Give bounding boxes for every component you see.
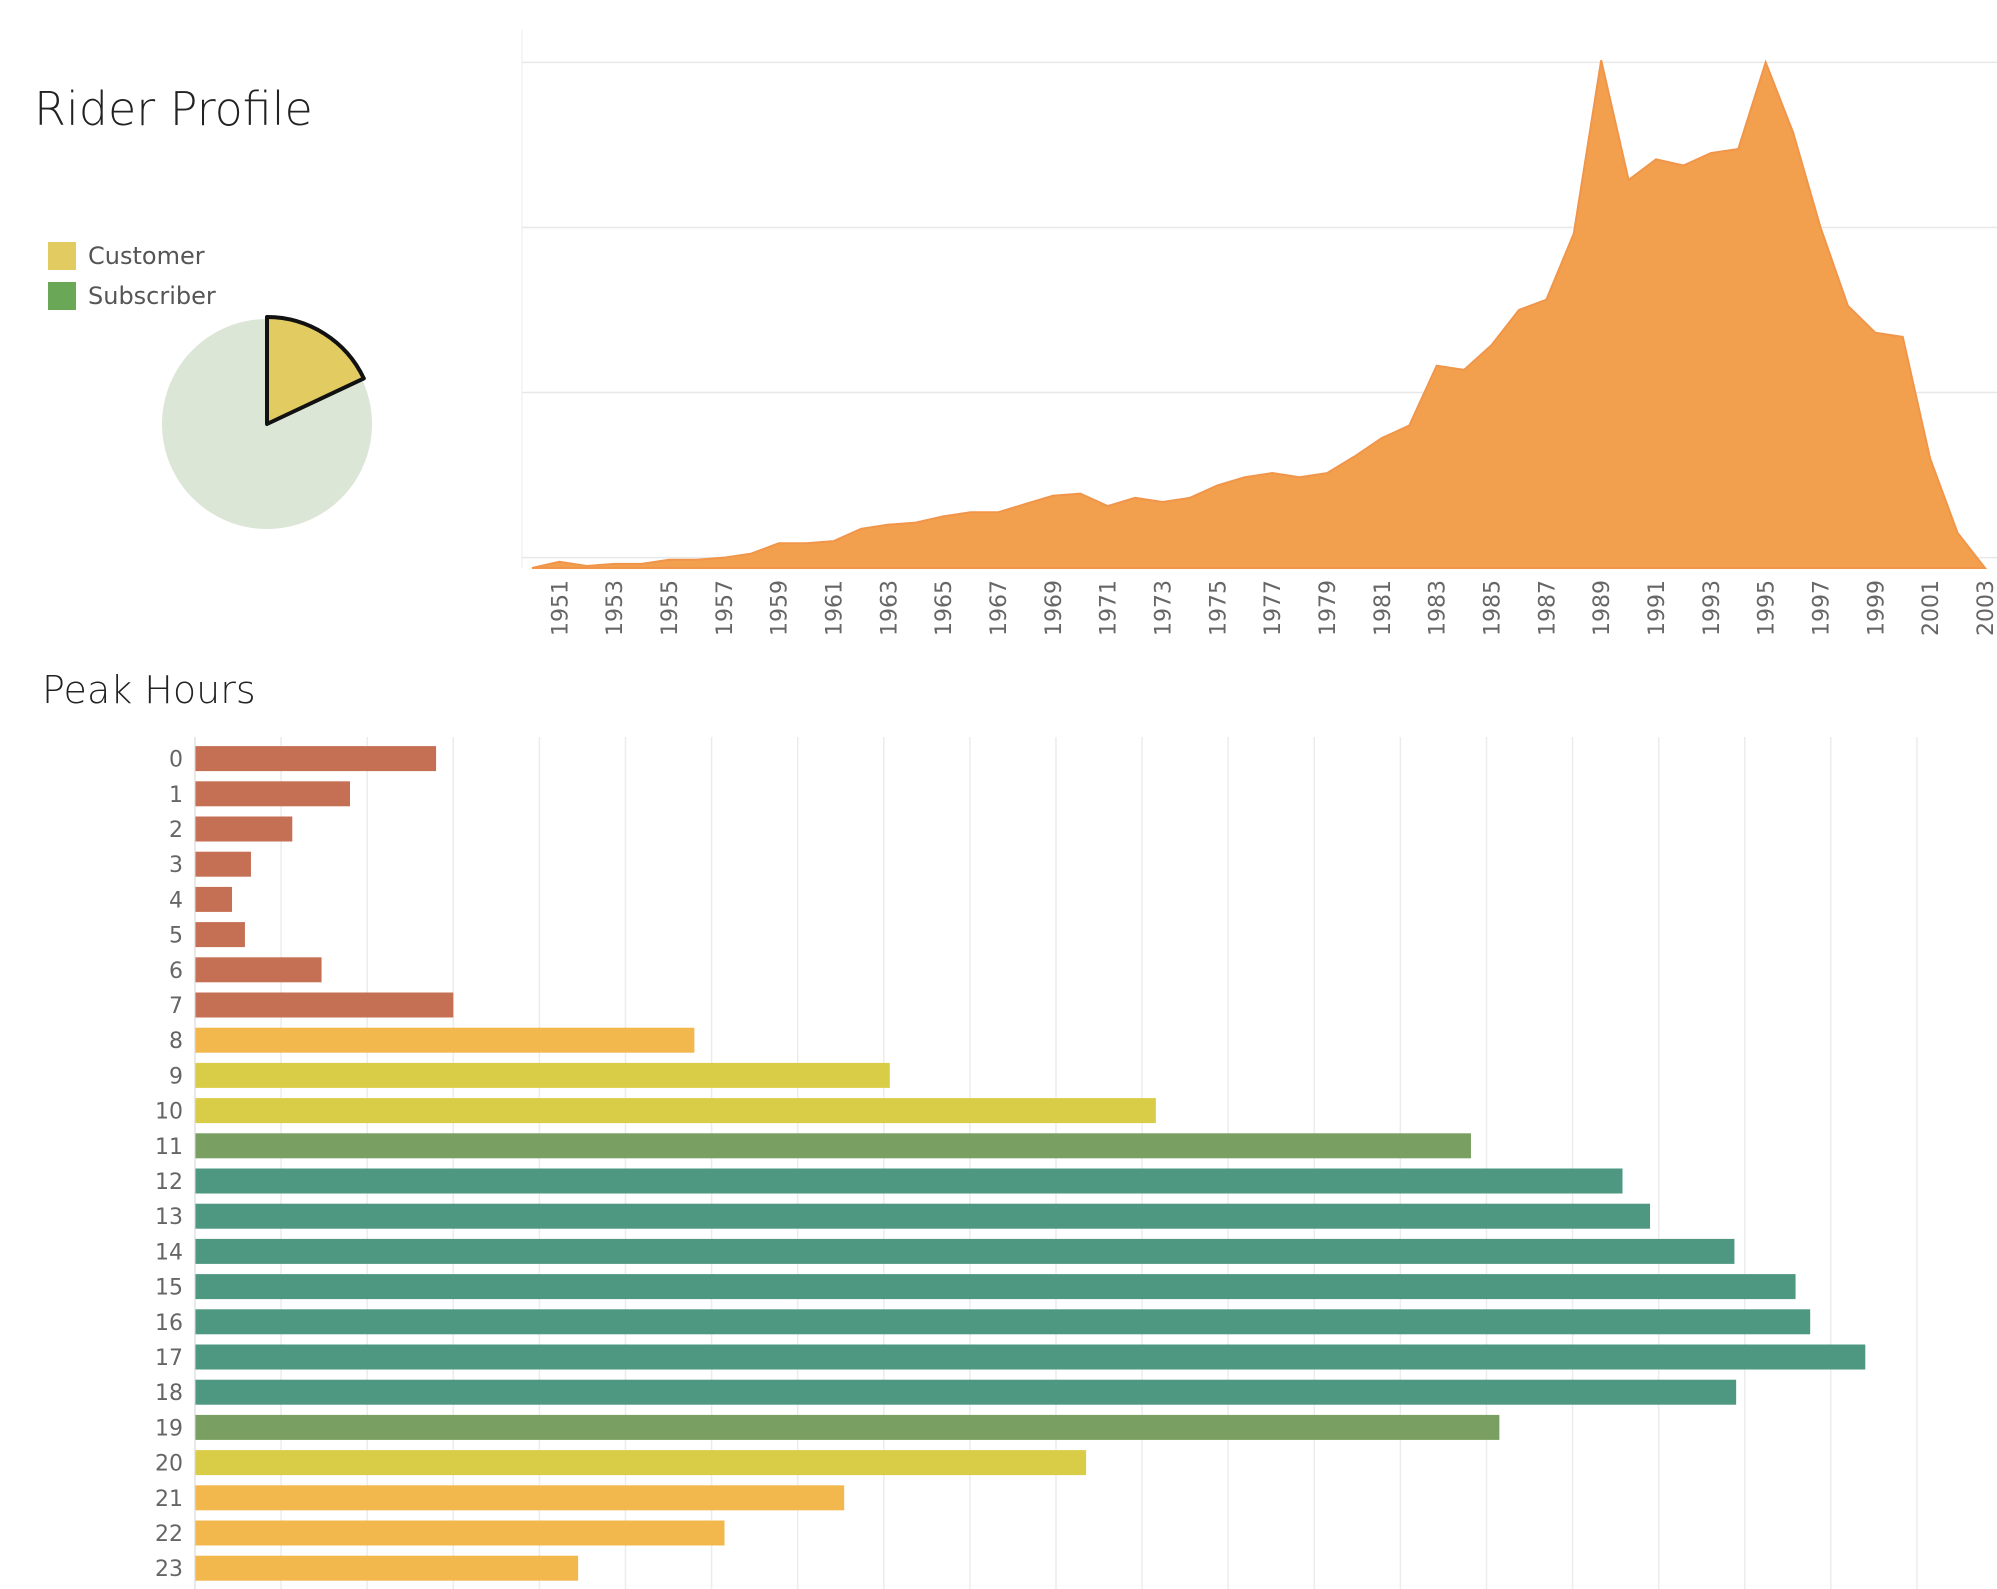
bar-y-tick-label: 0 xyxy=(169,748,183,773)
bar-hour-15[interactable] xyxy=(195,1274,1796,1300)
area-x-tick-label: 2003 xyxy=(1974,580,1997,636)
bar-y-tick-label: 2 xyxy=(169,818,183,843)
area-x-tick-label: 1989 xyxy=(1590,580,1615,636)
area-x-tick-label: 1985 xyxy=(1481,580,1506,636)
area-x-tick-label: 1975 xyxy=(1206,580,1231,636)
bar-hour-14[interactable] xyxy=(195,1238,1735,1264)
legend-item-subscriber[interactable]: Subscriber xyxy=(48,276,216,316)
bar-y-tick-label: 15 xyxy=(155,1276,183,1301)
bar-y-tick-label: 14 xyxy=(155,1240,183,1265)
bar-hour-2[interactable] xyxy=(195,816,293,842)
area-x-tick-label: 1991 xyxy=(1645,580,1670,636)
bar-y-tick-label: 11 xyxy=(155,1135,183,1160)
area-x-tick-label: 1971 xyxy=(1097,580,1122,636)
bar-hour-17[interactable] xyxy=(195,1344,1866,1370)
bar-y-tick-label: 18 xyxy=(155,1381,183,1406)
bar-y-tick-label: 23 xyxy=(155,1557,183,1582)
bar-hour-0[interactable] xyxy=(195,746,437,772)
area-x-tick-label: 1987 xyxy=(1535,580,1560,636)
bar-y-tick-label: 8 xyxy=(169,1029,183,1054)
bar-hour-7[interactable] xyxy=(195,992,454,1018)
bar-y-tick-label: 1 xyxy=(169,783,183,808)
bar-hour-1[interactable] xyxy=(195,781,350,807)
bar-hour-3[interactable] xyxy=(195,851,251,877)
area-x-tick-label: 1965 xyxy=(932,580,957,636)
bar-hour-9[interactable] xyxy=(195,1062,890,1088)
bar-y-tick-label: 17 xyxy=(155,1346,183,1371)
area-x-tick-label: 2001 xyxy=(1919,580,1944,636)
bar-hour-23[interactable] xyxy=(195,1555,579,1581)
bar-hour-8[interactable] xyxy=(195,1027,695,1053)
birth-year-area-chart: 1951 1953 1955 1957 1959 1961 1963 1965 1967 1969… xyxy=(521,30,1997,636)
bar-hour-4[interactable] xyxy=(195,886,233,912)
area-series-birth-year[interactable] xyxy=(531,59,1988,569)
pie-slice-customer[interactable] xyxy=(265,315,366,426)
bar-y-tick-label: 4 xyxy=(169,888,183,913)
rider-type-legend: Customer Subscriber xyxy=(48,236,216,316)
area-x-tick-label: 1969 xyxy=(1042,580,1067,636)
bar-y-tick-label: 22 xyxy=(155,1522,183,1547)
subscriber-swatch xyxy=(48,282,76,310)
area-x-tick-label: 1995 xyxy=(1755,580,1780,636)
bar-hour-5[interactable] xyxy=(195,922,245,948)
area-x-tick-label: 1993 xyxy=(1700,580,1725,636)
bar-hour-22[interactable] xyxy=(195,1520,725,1546)
rider-type-pie-chart xyxy=(162,315,372,529)
area-x-tick-label: 1981 xyxy=(1371,580,1396,636)
area-x-tick-label: 1977 xyxy=(1261,580,1286,636)
bar-y-tick-label: 5 xyxy=(169,924,183,949)
bar-hour-16[interactable] xyxy=(195,1309,1811,1335)
bar-hour-10[interactable] xyxy=(195,1098,1156,1124)
bar-hour-18[interactable] xyxy=(195,1379,1737,1405)
area-x-tick-label: 1953 xyxy=(603,580,628,636)
area-x-tick-label: 1983 xyxy=(1426,580,1451,636)
rider-profile-title: Rider Profile xyxy=(34,82,313,136)
area-x-tick-label: 1979 xyxy=(1316,580,1341,636)
area-x-tick-label: 1997 xyxy=(1810,580,1835,636)
area-x-tick-label: 1973 xyxy=(1152,580,1177,636)
area-x-tick-label: 1959 xyxy=(768,580,793,636)
bar-hour-20[interactable] xyxy=(195,1450,1087,1476)
bar-y-tick-label: 20 xyxy=(155,1452,183,1477)
legend-label-subscriber: Subscriber xyxy=(88,282,216,310)
bar-y-tick-label: 3 xyxy=(169,853,183,878)
peak-hours-title: Peak Hours xyxy=(42,668,256,712)
area-x-tick-label: 1957 xyxy=(713,580,738,636)
area-x-tick-label: 1963 xyxy=(877,580,902,636)
area-x-tick-label: 1961 xyxy=(823,580,848,636)
bar-hour-21[interactable] xyxy=(195,1485,845,1511)
bar-y-tick-label: 16 xyxy=(155,1311,183,1336)
area-x-tick-label: 1999 xyxy=(1864,580,1889,636)
area-x-tick-label: 1955 xyxy=(658,580,683,636)
bar-y-tick-label: 12 xyxy=(155,1170,183,1195)
bar-y-tick-label: 13 xyxy=(155,1205,183,1230)
bar-hour-19[interactable] xyxy=(195,1414,1500,1440)
customer-swatch xyxy=(48,242,76,270)
legend-label-customer: Customer xyxy=(88,242,205,270)
area-x-tick-label: 1967 xyxy=(987,580,1012,636)
bar-y-tick-label: 21 xyxy=(155,1487,183,1512)
bar-hour-6[interactable] xyxy=(195,957,322,983)
bar-y-tick-label: 10 xyxy=(155,1100,183,1125)
legend-item-customer[interactable]: Customer xyxy=(48,236,216,276)
bar-y-tick-label: 6 xyxy=(169,959,183,984)
area-x-tick-label: 1951 xyxy=(548,580,573,636)
bar-hour-11[interactable] xyxy=(195,1133,1471,1159)
bar-hour-12[interactable] xyxy=(195,1168,1623,1194)
bar-hour-13[interactable] xyxy=(195,1203,1651,1229)
bar-y-tick-label: 19 xyxy=(155,1416,183,1441)
bar-y-tick-label: 9 xyxy=(169,1064,183,1089)
bar-y-tick-label: 7 xyxy=(169,994,183,1019)
